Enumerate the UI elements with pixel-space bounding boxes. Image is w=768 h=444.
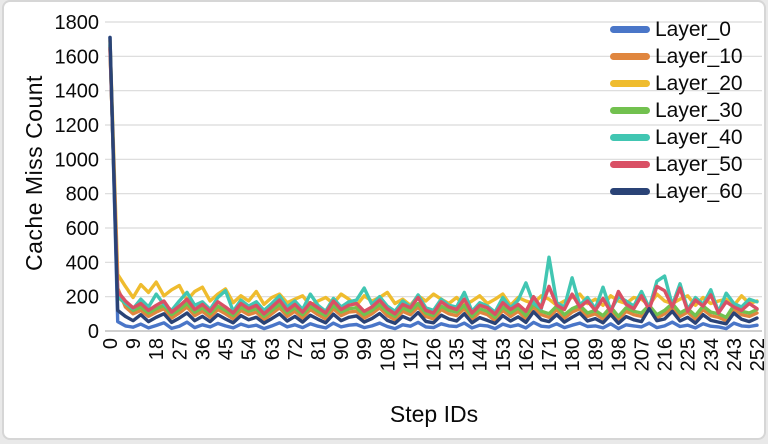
x-tick-label: 99 bbox=[354, 338, 376, 360]
x-tick-label: 171 bbox=[539, 338, 561, 371]
y-tick-label: 1800 bbox=[55, 12, 100, 34]
legend-label: Layer_30 bbox=[655, 98, 743, 122]
x-tick-label: 0 bbox=[100, 338, 122, 349]
x-tick-label: 207 bbox=[631, 338, 653, 371]
x-tick-label: 252 bbox=[747, 338, 766, 371]
legend-item-layer-0[interactable]: Layer_0 bbox=[610, 18, 743, 41]
x-tick-label: 36 bbox=[192, 338, 214, 360]
y-tick-label: 0 bbox=[88, 321, 99, 343]
legend-item-layer-50[interactable]: Layer_50 bbox=[610, 153, 743, 176]
x-tick-label: 198 bbox=[608, 338, 630, 371]
legend-swatch-layer-30 bbox=[610, 107, 650, 114]
x-tick-label: 72 bbox=[285, 338, 307, 360]
x-tick-label: 225 bbox=[678, 338, 700, 371]
legend-swatch-layer-60 bbox=[610, 188, 650, 195]
x-tick-label: 243 bbox=[724, 338, 746, 371]
x-tick-label: 126 bbox=[424, 338, 446, 371]
x-tick-label: 27 bbox=[169, 338, 191, 360]
y-tick-label: 400 bbox=[66, 252, 99, 274]
legend-swatch-layer-20 bbox=[610, 80, 650, 87]
x-tick-label: 135 bbox=[447, 338, 469, 371]
x-axis-title: Step IDs bbox=[389, 401, 479, 427]
x-tick-label: 81 bbox=[308, 338, 330, 360]
x-tick-label: 108 bbox=[377, 338, 399, 371]
y-tick-label: 200 bbox=[66, 287, 99, 309]
x-tick-label: 45 bbox=[216, 338, 238, 360]
y-tick-label: 1000 bbox=[55, 149, 100, 171]
legend-label: Layer_50 bbox=[655, 152, 743, 176]
x-tick-label: 18 bbox=[146, 338, 168, 360]
legend-swatch-layer-40 bbox=[610, 134, 650, 141]
x-tick-label: 54 bbox=[239, 338, 261, 360]
x-tick-label: 90 bbox=[331, 338, 353, 360]
x-tick-label: 216 bbox=[655, 338, 677, 371]
y-tick-label: 600 bbox=[66, 218, 99, 240]
x-tick-label: 180 bbox=[562, 338, 584, 371]
legend-label: Layer_40 bbox=[655, 125, 743, 149]
legend-label: Layer_60 bbox=[655, 179, 743, 203]
series-line-layer_0 bbox=[108, 35, 759, 331]
x-tick-label: 153 bbox=[493, 338, 515, 371]
legend-label: Layer_0 bbox=[655, 17, 731, 41]
x-tick-label: 144 bbox=[470, 338, 492, 371]
chart-legend: Layer_0 Layer_10 Layer_20 Layer_30 Layer… bbox=[610, 18, 743, 203]
y-tick-label: 800 bbox=[66, 184, 99, 206]
legend-item-layer-30[interactable]: Layer_30 bbox=[610, 99, 743, 122]
y-axis-title: Cache Miss Count bbox=[21, 75, 47, 271]
legend-item-layer-10[interactable]: Layer_10 bbox=[610, 45, 743, 68]
x-tick-label: 117 bbox=[400, 338, 422, 370]
legend-item-layer-20[interactable]: Layer_20 bbox=[610, 72, 743, 95]
x-tick-label: 189 bbox=[585, 338, 607, 371]
legend-label: Layer_10 bbox=[655, 44, 743, 68]
legend-swatch-layer-50 bbox=[610, 161, 650, 168]
x-tick-label: 162 bbox=[516, 338, 538, 371]
legend-item-layer-40[interactable]: Layer_40 bbox=[610, 126, 743, 149]
x-tick-label: 63 bbox=[262, 338, 284, 360]
series-line-layer_60 bbox=[108, 35, 759, 326]
legend-label: Layer_20 bbox=[655, 71, 743, 95]
legend-swatch-layer-10 bbox=[610, 53, 650, 60]
y-tick-label: 1600 bbox=[55, 46, 100, 68]
y-tick-label: 1200 bbox=[55, 115, 100, 137]
x-tick-label: 234 bbox=[701, 338, 723, 371]
y-tick-label: 1400 bbox=[55, 81, 100, 103]
legend-swatch-layer-0 bbox=[610, 26, 650, 33]
x-tick-label: 9 bbox=[123, 338, 145, 349]
legend-item-layer-60[interactable]: Layer_60 bbox=[610, 180, 743, 203]
